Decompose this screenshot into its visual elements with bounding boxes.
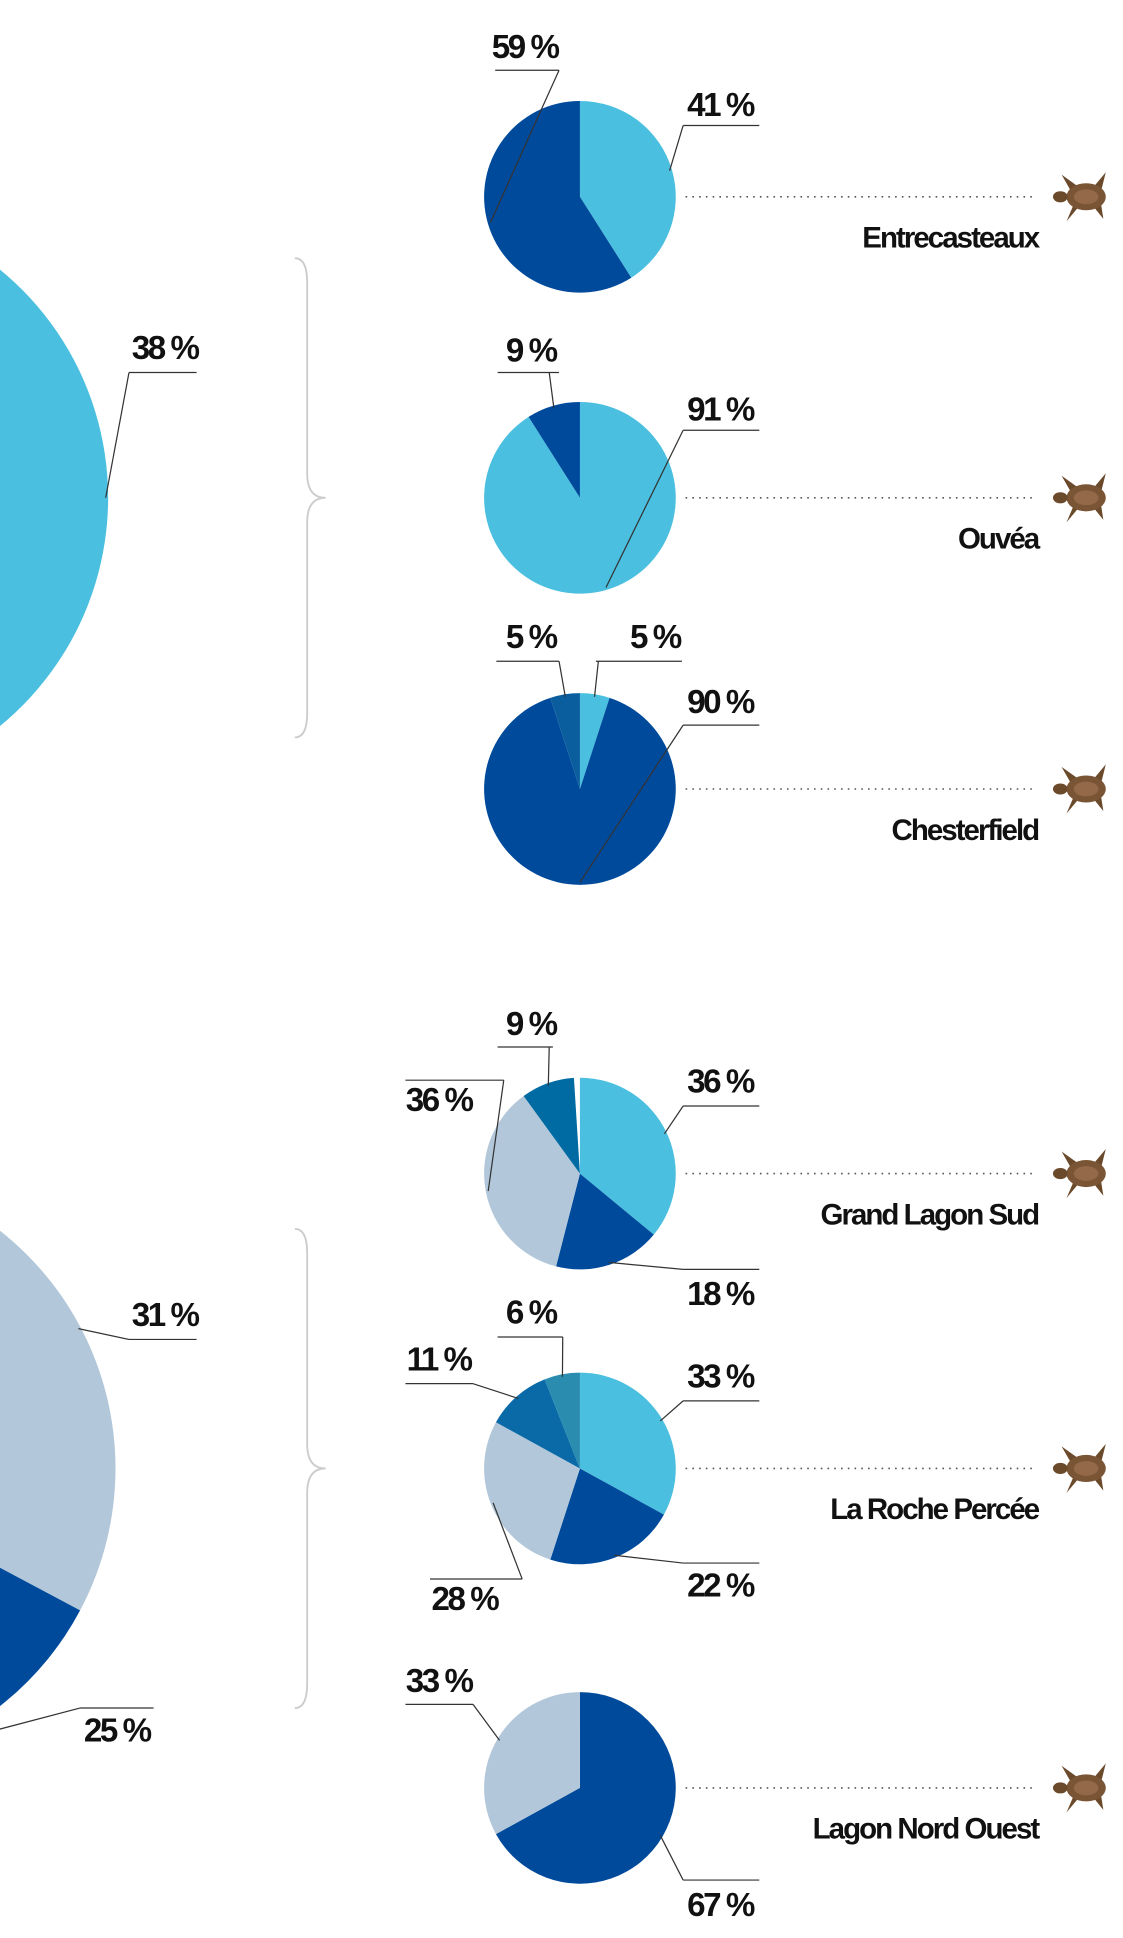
turtle-icon — [1052, 1148, 1106, 1199]
value-label: 9 % — [506, 1006, 558, 1043]
value-label: 90 % — [687, 684, 755, 721]
leader-line — [593, 661, 599, 697]
value-label: 36 % — [406, 1082, 474, 1119]
leader-line — [472, 1703, 501, 1741]
leader-line — [659, 1835, 684, 1881]
pie-slice — [0, 269, 109, 726]
pie-slice — [556, 1173, 654, 1270]
value-label: 28 % — [432, 1581, 500, 1618]
turtle-icon — [1052, 764, 1106, 814]
leader-line — [663, 1105, 684, 1135]
leader-line — [558, 661, 566, 697]
value-label: 22 % — [687, 1567, 755, 1604]
leader-line — [492, 1502, 523, 1580]
pie-slice — [550, 1468, 664, 1565]
value-label: 67 % — [687, 1887, 755, 1924]
brace — [294, 257, 326, 739]
value-label: 9 % — [506, 333, 558, 370]
leader-line — [78, 1328, 130, 1341]
pie-slice — [579, 693, 610, 790]
turtle-icon — [1052, 172, 1106, 222]
brace — [294, 1227, 326, 1709]
pie-slice — [550, 693, 580, 790]
turtle-icon — [1052, 473, 1106, 523]
value-label: 18 % — [687, 1276, 755, 1313]
pie-slice — [523, 1077, 580, 1174]
leader-line — [547, 1047, 550, 1086]
pie-slice — [579, 100, 676, 278]
leader-line — [548, 372, 555, 409]
value-label: 33 % — [406, 1663, 474, 1700]
region-label: Ouvéa — [958, 523, 1041, 556]
pie-slice — [484, 1422, 580, 1560]
value-label: 5 % — [630, 619, 682, 656]
leader-line — [472, 1383, 519, 1399]
pie-slice — [528, 401, 580, 498]
leader-line — [105, 372, 130, 498]
leader-line — [0, 1707, 81, 1730]
pie-slice — [495, 1692, 676, 1884]
leader-line — [489, 69, 560, 224]
turtle-icon — [1052, 1763, 1106, 1813]
pie-slice — [484, 100, 632, 293]
value-label: 33 % — [687, 1359, 755, 1396]
value-label: 41 % — [687, 87, 755, 124]
region-label: La Roche Percée — [830, 1493, 1040, 1526]
pie-slice — [544, 1372, 580, 1469]
pie-slice — [0, 1567, 81, 1707]
region-label: Lagon Nord Ouest — [813, 1813, 1041, 1846]
value-label: 11 % — [407, 1341, 473, 1378]
value-label: 91 % — [687, 392, 755, 429]
pie-slice — [0, 1230, 116, 1611]
leader-line — [659, 1400, 684, 1422]
leader-line — [605, 429, 684, 588]
region-label: Grand Lagon Sud — [821, 1198, 1040, 1231]
leader-line — [669, 125, 684, 171]
region-label: Chesterfield — [892, 814, 1040, 847]
pie-slice — [484, 1692, 580, 1835]
leader-line — [487, 1080, 505, 1192]
region-label: Entrecasteaux — [862, 222, 1040, 255]
pie-slice — [484, 1096, 580, 1267]
value-label: 6 % — [506, 1295, 558, 1332]
value-label: 59 % — [492, 29, 560, 66]
value-label: 38 % — [132, 330, 200, 367]
pie-slice — [579, 1077, 676, 1235]
leader-line — [608, 1261, 684, 1271]
value-label: 31 % — [132, 1297, 200, 1334]
value-label: 5 % — [506, 619, 558, 656]
pie-slice — [484, 697, 676, 885]
turtle-icon — [1052, 1443, 1106, 1494]
value-label: 25 % — [84, 1712, 152, 1749]
leader-line — [614, 1554, 684, 1564]
pie-slice — [579, 1372, 676, 1515]
pie-slice — [495, 1379, 580, 1469]
value-label: 36 % — [687, 1064, 755, 1101]
leader-line — [579, 724, 684, 883]
